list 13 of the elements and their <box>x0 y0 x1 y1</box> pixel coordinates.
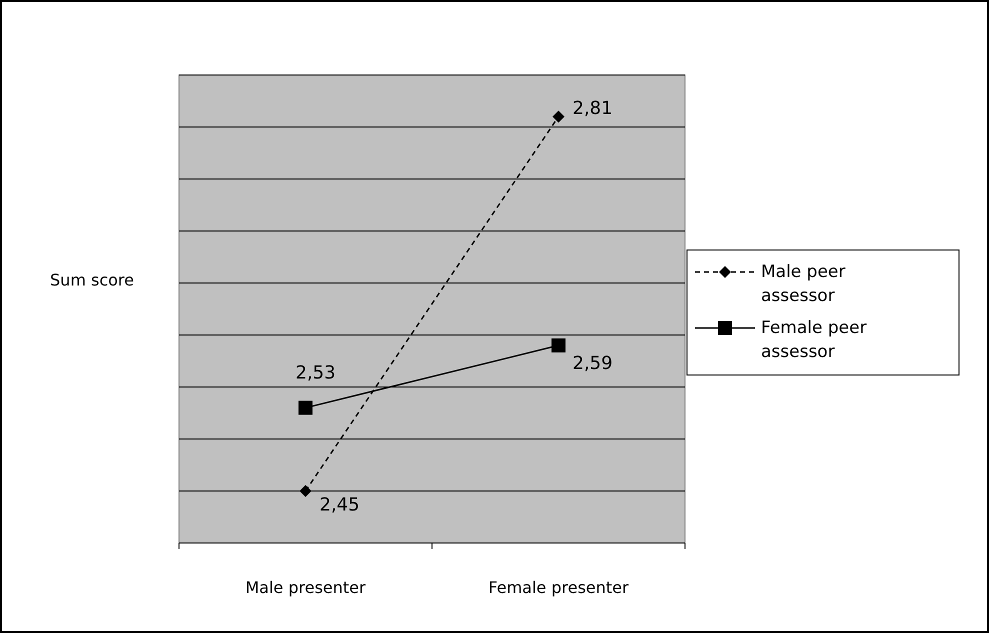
point <box>552 110 564 123</box>
data-label: 2,53 <box>296 362 336 384</box>
x-tick-label: Female presenter <box>488 578 630 597</box>
data-label: 2,81 <box>572 98 613 120</box>
data-label: 2,59 <box>572 352 613 374</box>
point <box>300 485 312 497</box>
legend-label: Male peer assessor <box>761 262 846 306</box>
x-tick-label: Male presenter <box>245 578 366 597</box>
data-label: 2,45 <box>320 494 360 516</box>
point <box>552 338 566 352</box>
y-axis-title: Sum score <box>50 270 134 290</box>
point <box>298 400 312 415</box>
legend-label: Female peer assessor <box>761 318 867 362</box>
